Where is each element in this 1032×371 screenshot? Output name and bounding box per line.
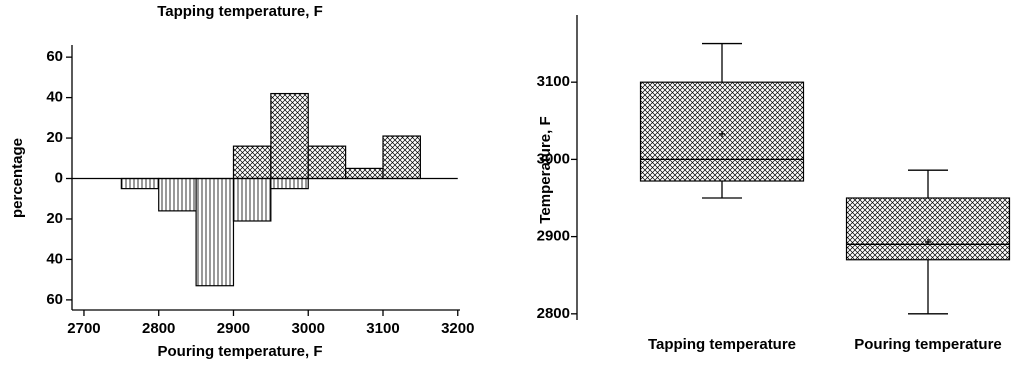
x-tick-label: 2700 — [67, 320, 100, 337]
histogram-bar — [307, 145, 347, 180]
y-tick-label: 20 — [46, 210, 63, 227]
y-tick-label: 60 — [46, 48, 63, 65]
x-tick-label: 2900 — [217, 320, 250, 337]
y-tick-label: 40 — [46, 89, 63, 106]
x-axis-label: Pouring temperature, F — [157, 343, 322, 360]
mean-marker — [719, 130, 725, 137]
histogram-bar — [382, 135, 421, 180]
y-tick-label: 3000 — [537, 150, 570, 167]
histogram-bar — [195, 177, 235, 287]
x-tick-label: 3200 — [441, 320, 474, 337]
y-tick-label: 40 — [46, 250, 63, 267]
y-tick-label: 0 — [55, 169, 63, 186]
x-tick-label: 2800 — [142, 320, 175, 337]
box — [845, 197, 1011, 261]
histogram-bar — [158, 177, 197, 212]
histogram-bar — [270, 177, 309, 190]
mean-marker — [925, 239, 931, 246]
chart-title: Tapping temperature, F — [157, 3, 323, 20]
x-tick-label: 3000 — [292, 320, 325, 337]
histogram-bar — [232, 145, 272, 180]
y-tick-label: 60 — [46, 291, 63, 308]
y-tick-label: 2800 — [537, 305, 570, 322]
x-tick-label: 3100 — [366, 320, 399, 337]
histogram-bar — [270, 92, 309, 180]
histogram-bar — [345, 167, 384, 180]
x-tick-label: Pouring temperature — [854, 336, 1002, 353]
y-axis-label: Temperature, F — [537, 116, 554, 223]
histogram-bar — [232, 177, 272, 222]
y-tick-label: 2900 — [537, 228, 570, 245]
y-tick-label: 3100 — [537, 73, 570, 90]
x-tick-label: Tapping temperature — [648, 336, 796, 353]
y-axis-label: percentage — [9, 138, 26, 218]
histogram-bar — [120, 177, 160, 190]
y-tick-label: 20 — [46, 129, 63, 146]
